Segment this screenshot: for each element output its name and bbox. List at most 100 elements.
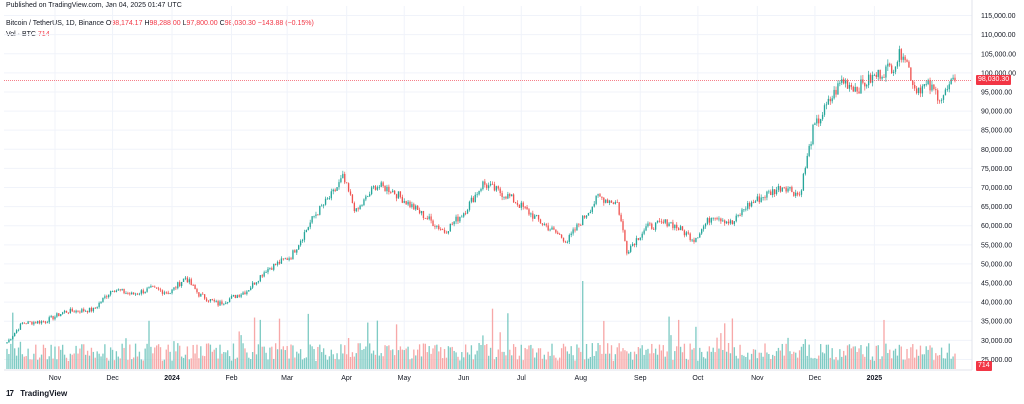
volume-bar <box>641 345 643 369</box>
candle-body <box>390 192 392 193</box>
candle-body <box>791 187 793 193</box>
volume-bar <box>725 351 728 369</box>
candle-body <box>125 293 127 294</box>
candle-body <box>891 65 893 74</box>
volume-bar <box>369 343 371 369</box>
volume-bar <box>900 346 902 369</box>
candle-body <box>685 232 688 236</box>
candle-body <box>754 201 757 203</box>
volume-bar <box>887 353 889 369</box>
candle-body <box>374 186 377 190</box>
volume-bar <box>595 351 597 369</box>
candle-body <box>299 241 302 246</box>
candle-body <box>509 194 511 197</box>
tradingview-logo[interactable]: 17 TradingView <box>6 389 67 398</box>
volume-bar <box>305 357 308 369</box>
volume-bar <box>668 316 670 369</box>
candle-body <box>798 194 801 196</box>
candle-body <box>303 232 306 240</box>
volume-bar <box>606 343 609 369</box>
candle-body <box>795 192 797 196</box>
candle-body <box>363 199 365 206</box>
volume-bar <box>35 344 37 369</box>
candle-body <box>875 74 877 77</box>
volume-bar <box>73 353 75 369</box>
volume-bar <box>772 354 774 369</box>
volume-bar <box>482 335 484 369</box>
close-value: 98,030.30 <box>224 20 256 27</box>
candle-body <box>871 75 874 83</box>
candle-body <box>179 282 181 286</box>
volume-bar <box>332 354 334 369</box>
candle-body <box>290 258 292 260</box>
volume-bar <box>8 354 10 369</box>
candle-body <box>595 195 597 204</box>
volume-bar <box>459 360 461 369</box>
volume-bar <box>528 345 530 369</box>
volume-bar <box>345 354 348 369</box>
volume-bar <box>478 343 480 369</box>
candle-body <box>342 173 344 179</box>
candle-body <box>111 291 114 292</box>
candle-body <box>866 85 868 87</box>
volume-bar <box>98 353 100 369</box>
candle-body <box>292 250 294 260</box>
volume-bar <box>534 357 536 369</box>
volume-bar <box>417 349 419 369</box>
candle-body <box>654 222 657 230</box>
candle-body <box>591 206 593 212</box>
candle-body <box>449 223 451 232</box>
candle-body <box>693 239 695 242</box>
volume-bar <box>748 359 751 369</box>
candle-body <box>401 196 403 203</box>
candle-body <box>284 258 286 260</box>
candle-body <box>15 330 18 333</box>
candle-body <box>585 215 588 218</box>
volume-bar <box>250 359 252 369</box>
volume-bar <box>108 360 110 369</box>
volume-bar <box>157 344 160 369</box>
candle-body <box>605 199 607 203</box>
candle-body <box>568 235 570 242</box>
candle-body <box>71 308 73 312</box>
candle-body <box>624 230 626 242</box>
candle-body <box>783 187 785 189</box>
y-tick-label: 70,000.00 <box>981 185 1012 192</box>
volume-bar <box>695 326 697 369</box>
candle-body <box>908 61 910 68</box>
candle-body <box>793 192 795 196</box>
volume-bar <box>904 359 906 369</box>
candle-body <box>207 300 210 302</box>
volume-bar <box>380 353 382 369</box>
volume-bar <box>691 349 693 369</box>
volume-bar <box>758 352 760 369</box>
volume-bar <box>228 356 231 369</box>
volume-bar <box>560 348 563 369</box>
candle-body <box>21 322 24 324</box>
candle-body <box>322 204 325 206</box>
candle-body <box>25 323 27 325</box>
candle-body <box>802 173 805 191</box>
candle-body <box>948 84 950 90</box>
volume-bar <box>827 344 830 369</box>
candle-body <box>411 204 413 208</box>
volume-bar <box>608 353 611 369</box>
volume-bar <box>121 343 123 369</box>
candle-body <box>850 85 853 87</box>
volume-bar <box>395 324 398 369</box>
volume-bar <box>835 357 837 369</box>
candle-body <box>267 268 269 273</box>
volume-bar <box>848 344 851 369</box>
candle-body <box>180 281 183 286</box>
volume-bar <box>422 343 425 369</box>
volume-bar <box>90 347 93 369</box>
candle-body <box>154 286 156 288</box>
volume-bar <box>614 354 617 369</box>
volume-bar <box>136 356 139 369</box>
candle-body <box>340 178 342 183</box>
volume-bar <box>672 359 674 369</box>
candle-body <box>17 329 20 331</box>
candle-body <box>946 89 948 91</box>
candle-body <box>422 211 425 218</box>
